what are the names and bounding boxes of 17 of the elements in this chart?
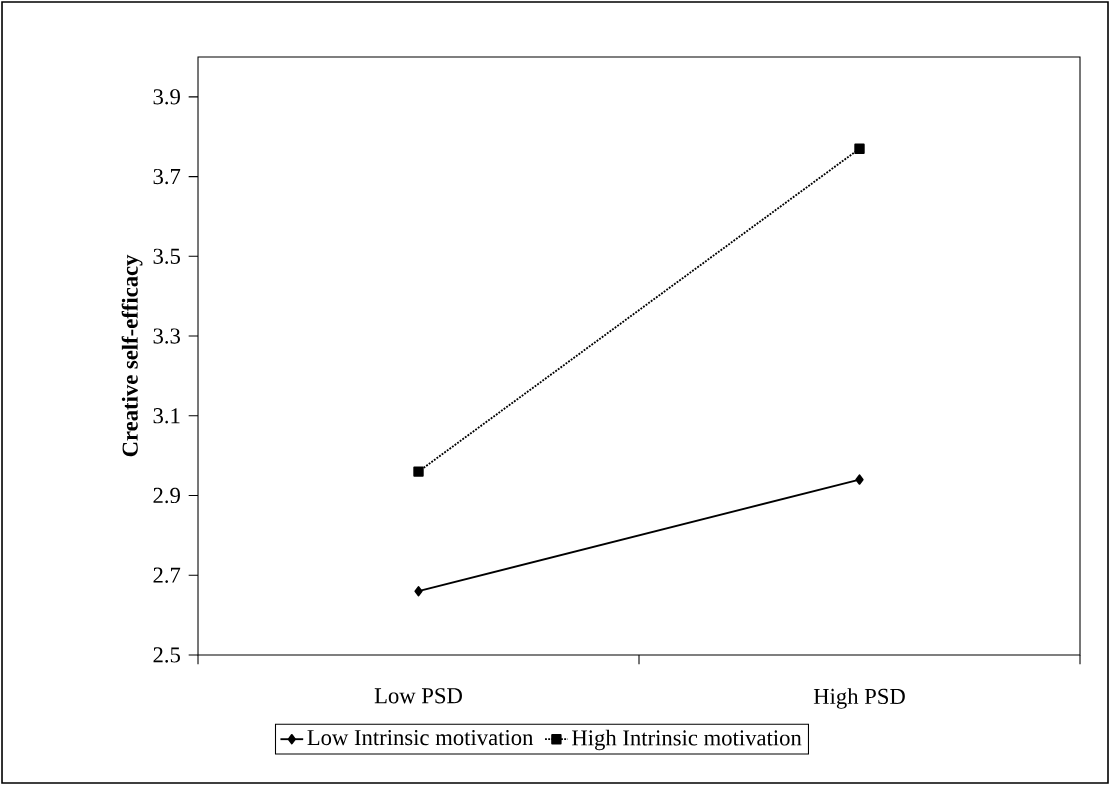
y-tick-label: 3.7	[153, 168, 181, 185]
x-tick-label: Low PSD	[374, 688, 462, 704]
x-tick-label: High PSD	[813, 688, 905, 709]
y-tick-label: 3.5	[153, 248, 180, 264]
legend-label: Low Intrinsic motivation	[307, 729, 534, 746]
point	[854, 143, 865, 154]
y-tick-label: 2.7	[153, 567, 181, 583]
y-tick-label: 3.1	[153, 408, 180, 424]
y-tick-label: 2.9	[153, 487, 180, 504]
point	[413, 466, 424, 477]
y-tick-label: 3.9	[153, 89, 180, 105]
y-tick-label: 2.5	[153, 647, 180, 663]
y-axis-title: Creative self-efficacy	[121, 254, 143, 457]
point	[414, 586, 423, 597]
legend-label: High Intrinsic motivation	[572, 729, 802, 751]
y-tick-label: 3.3	[153, 328, 180, 344]
point	[855, 474, 864, 485]
